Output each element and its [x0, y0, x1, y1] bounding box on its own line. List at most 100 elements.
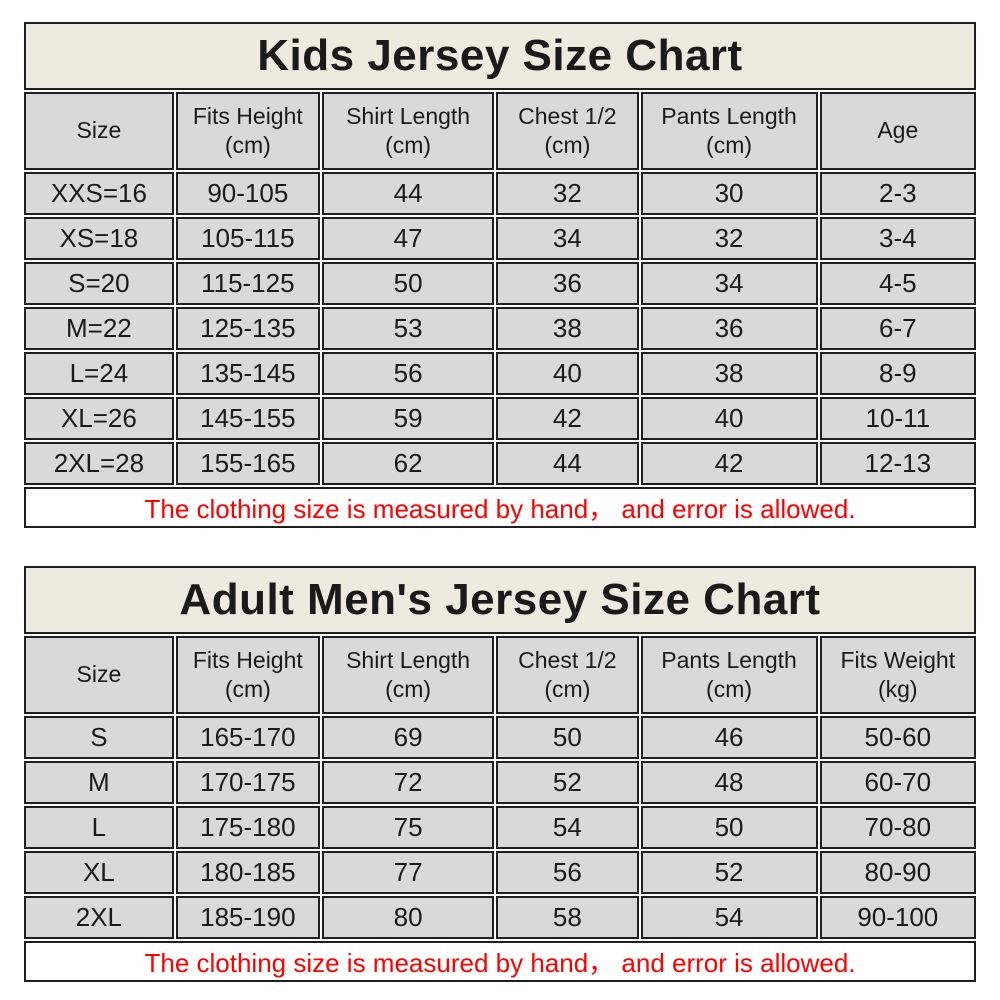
table-row: L=24 135-145 56 40 38 8-9 — [24, 352, 976, 395]
column-header-size: Size — [24, 92, 174, 170]
table-cell: 34 — [640, 262, 818, 305]
column-header-label: Fits Height — [192, 646, 303, 673]
column-header-label: Pants Length — [661, 646, 797, 673]
column-header-unit: (cm) — [706, 132, 753, 158]
column-header-label: Age — [877, 117, 919, 144]
column-header-fits-weight: Fits Weight (kg) — [819, 636, 976, 714]
column-header-unit: (cm) — [706, 676, 753, 702]
table-cell: 59 — [321, 397, 495, 440]
table-cell: 185-190 — [175, 896, 320, 939]
column-header-size: Size — [24, 636, 174, 714]
table-cell: 10-11 — [819, 397, 976, 440]
table-row: XL 180-185 77 56 52 80-90 — [24, 851, 976, 894]
column-header-unit: (cm) — [224, 132, 271, 158]
table-cell: 4-5 — [819, 262, 976, 305]
table-cell: 2XL=28 — [24, 442, 174, 485]
column-header-chest-1-2: Chest 1/2 (cm) — [496, 92, 639, 170]
table-cell: 75 — [321, 806, 495, 849]
table-cell: 40 — [640, 397, 818, 440]
table-cell: 54 — [496, 806, 639, 849]
table-row: S=20 115-125 50 36 34 4-5 — [24, 262, 976, 305]
column-header-shirt-length: Shirt Length (cm) — [321, 92, 495, 170]
table-cell: 46 — [640, 716, 818, 759]
table-cell: 170-175 — [175, 761, 320, 804]
column-header-unit: (cm) — [544, 132, 591, 158]
table-cell: 48 — [640, 761, 818, 804]
column-header-shirt-length: Shirt Length (cm) — [321, 636, 495, 714]
table-cell: 32 — [640, 217, 818, 260]
table-title-row: Adult Men's Jersey Size Chart — [24, 566, 976, 634]
table-cell: 2XL — [24, 896, 174, 939]
table-cell: XS=18 — [24, 217, 174, 260]
table-cell: 60-70 — [819, 761, 976, 804]
table-cell: M — [24, 761, 174, 804]
table-note-row: The clothing size is measured by hand， a… — [24, 487, 976, 528]
table-cell: L=24 — [24, 352, 174, 395]
table-header-row: Size Fits Height (cm) Shirt Length (cm) Chest… — [24, 636, 976, 714]
table-cell: 56 — [321, 352, 495, 395]
table-cell: 135-145 — [175, 352, 320, 395]
table-title-row: Kids Jersey Size Chart — [24, 22, 976, 90]
column-header-label: Shirt Length — [346, 102, 471, 129]
table-cell: 8-9 — [819, 352, 976, 395]
table-cell: 90-100 — [819, 896, 976, 939]
table-row: 2XL 185-190 80 58 54 90-100 — [24, 896, 976, 939]
table-cell: 125-135 — [175, 307, 320, 350]
table-cell: 42 — [496, 397, 639, 440]
column-header-unit: (cm) — [385, 132, 432, 158]
table-cell: 12-13 — [819, 442, 976, 485]
table-row: XS=18 105-115 47 34 32 3-4 — [24, 217, 976, 260]
table-cell: 38 — [496, 307, 639, 350]
table-cell: 44 — [496, 442, 639, 485]
table-cell: XL=26 — [24, 397, 174, 440]
kids-size-chart-table: Kids Jersey Size Chart Size Fits Height (c… — [22, 20, 978, 530]
column-header-label: Chest 1/2 — [518, 646, 617, 673]
table-cell: 52 — [496, 761, 639, 804]
table-cell: S=20 — [24, 262, 174, 305]
column-header-label: Shirt Length — [346, 646, 471, 673]
column-header-label: Pants Length — [661, 102, 797, 129]
column-header-label: Size — [76, 117, 122, 144]
column-header-age: Age — [819, 92, 976, 170]
table-cell: 70-80 — [819, 806, 976, 849]
table-cell: 53 — [321, 307, 495, 350]
column-header-unit: (kg) — [877, 676, 918, 702]
table-row: S 165-170 69 50 46 50-60 — [24, 716, 976, 759]
table-cell: 34 — [496, 217, 639, 260]
column-header-label: Fits Weight — [840, 646, 956, 673]
table-cell: 105-115 — [175, 217, 320, 260]
table-cell: 69 — [321, 716, 495, 759]
table-cell: 77 — [321, 851, 495, 894]
table-cell: 50 — [321, 262, 495, 305]
table-cell: 3-4 — [819, 217, 976, 260]
table-cell: M=22 — [24, 307, 174, 350]
table-row: M 170-175 72 52 48 60-70 — [24, 761, 976, 804]
table-cell: 6-7 — [819, 307, 976, 350]
measurement-note: The clothing size is measured by hand， a… — [24, 941, 976, 982]
table-cell: 50 — [640, 806, 818, 849]
table-cell: 165-170 — [175, 716, 320, 759]
table-cell: 40 — [496, 352, 639, 395]
table-cell: 155-165 — [175, 442, 320, 485]
column-header-label: Fits Height — [192, 102, 303, 129]
column-header-pants-length: Pants Length (cm) — [640, 636, 818, 714]
table-cell: 56 — [496, 851, 639, 894]
table-cell: 180-185 — [175, 851, 320, 894]
column-header-label: Size — [76, 661, 122, 688]
table-cell: 80 — [321, 896, 495, 939]
column-header-unit: (cm) — [224, 676, 271, 702]
table-cell: 50 — [496, 716, 639, 759]
table-cell: 90-105 — [175, 172, 320, 215]
table-cell: 175-180 — [175, 806, 320, 849]
table-cell: 72 — [321, 761, 495, 804]
table-cell: L — [24, 806, 174, 849]
table-row: XXS=16 90-105 44 32 30 2-3 — [24, 172, 976, 215]
column-header-label: Chest 1/2 — [518, 102, 617, 129]
table-row: L 175-180 75 54 50 70-80 — [24, 806, 976, 849]
table-cell: 38 — [640, 352, 818, 395]
column-header-fits-height: Fits Height (cm) — [175, 636, 320, 714]
table-cell: 115-125 — [175, 262, 320, 305]
table-cell: 145-155 — [175, 397, 320, 440]
table-cell: 42 — [640, 442, 818, 485]
